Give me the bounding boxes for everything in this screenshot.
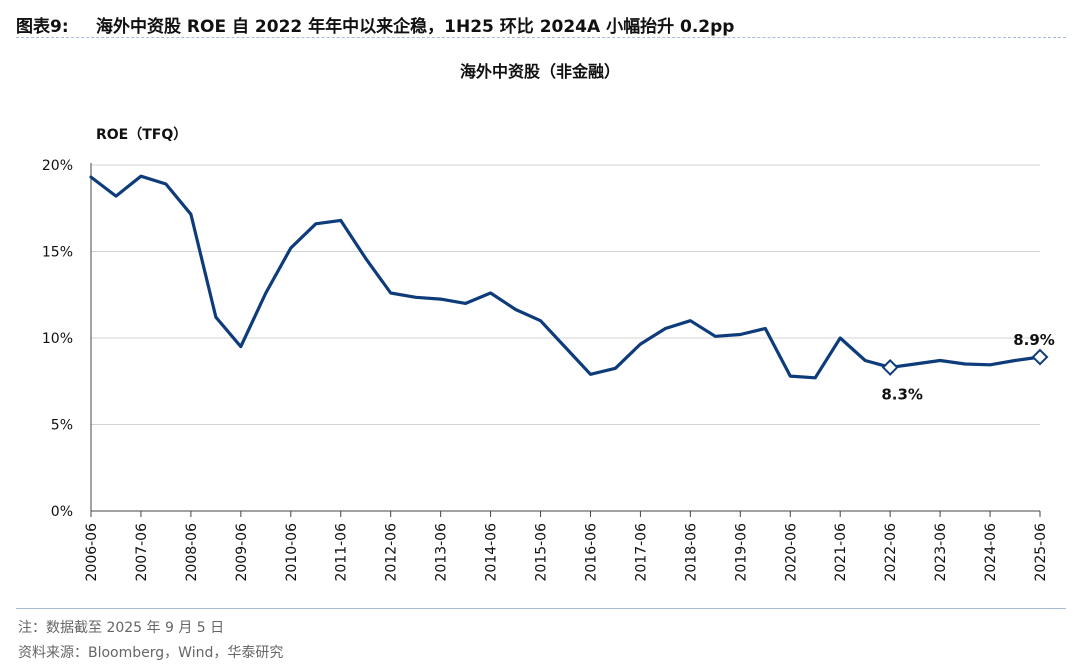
x-tick-label: 2007-06 [134, 523, 150, 582]
header-divider [16, 37, 1066, 38]
y-tick-label: 0% [51, 504, 73, 520]
x-tick-label: 2018-06 [683, 523, 699, 582]
annotations: 8.3% 8.9% [881, 331, 1054, 403]
footer-divider [16, 608, 1066, 609]
x-tick-label: 2022-06 [883, 523, 899, 582]
data-label: 8.9% [1013, 331, 1055, 349]
x-tick-label: 2014-06 [484, 523, 500, 582]
x-tick-label: 2017-06 [633, 523, 649, 582]
x-tick-label: 2020-06 [783, 523, 799, 582]
x-tick-label: 2016-06 [583, 523, 599, 582]
x-tick-label: 2012-06 [384, 523, 400, 582]
data-label: 8.3% [881, 385, 923, 403]
figure-caption: 海外中资股 ROE 自 2022 年年中以来企稳，1H25 环比 2024A 小… [96, 17, 735, 37]
x-tick-label: 2023-06 [933, 523, 949, 582]
y-tick-labels: 0% 5% 10% 15% 20% [42, 158, 73, 520]
figure-header: 图表9: 海外中资股 ROE 自 2022 年年中以来企稳，1H25 环比 20… [16, 8, 1066, 42]
x-tick-label: 2011-06 [334, 523, 350, 582]
x-tick-label: 2024-06 [983, 523, 999, 582]
y-tick-label: 20% [42, 158, 73, 174]
point-marker-diamond [1031, 348, 1049, 366]
x-tick-label: 2025-06 [1033, 523, 1049, 582]
x-tick-label: 2013-06 [434, 523, 450, 582]
point-marker-diamond [881, 358, 899, 376]
series-layer [89, 174, 1042, 380]
series-line [89, 174, 1042, 380]
y-tick-label: 15% [42, 245, 73, 261]
source-text: 资料来源：Bloomberg，Wind，华泰研究 [18, 645, 284, 661]
x-tick-label: 2006-06 [84, 523, 100, 582]
note-text: 注：数据截至 2025 年 9 月 5 日 [18, 620, 225, 636]
x-tick-labels: 2006-06 2007-06 2008-06 2009-06 2010-06 2011-… [84, 511, 1049, 582]
x-tick-label: 2021-06 [833, 523, 849, 582]
y-tick-label: 10% [42, 331, 73, 347]
figure-label: 图表9: [16, 17, 69, 37]
x-tick-label: 2008-06 [184, 523, 200, 582]
y-axis-label: ROE（TFQ） [96, 127, 188, 143]
gridlines [91, 164, 1040, 425]
y-tick-label: 5% [51, 418, 73, 434]
chart-title: 海外中资股（非金融） [459, 62, 620, 81]
axes [90, 163, 1040, 512]
x-tick-label: 2015-06 [534, 523, 550, 582]
x-tick-label: 2009-06 [234, 523, 250, 582]
x-tick-label: 2019-06 [733, 523, 749, 582]
x-tick-label: 2010-06 [284, 523, 300, 582]
